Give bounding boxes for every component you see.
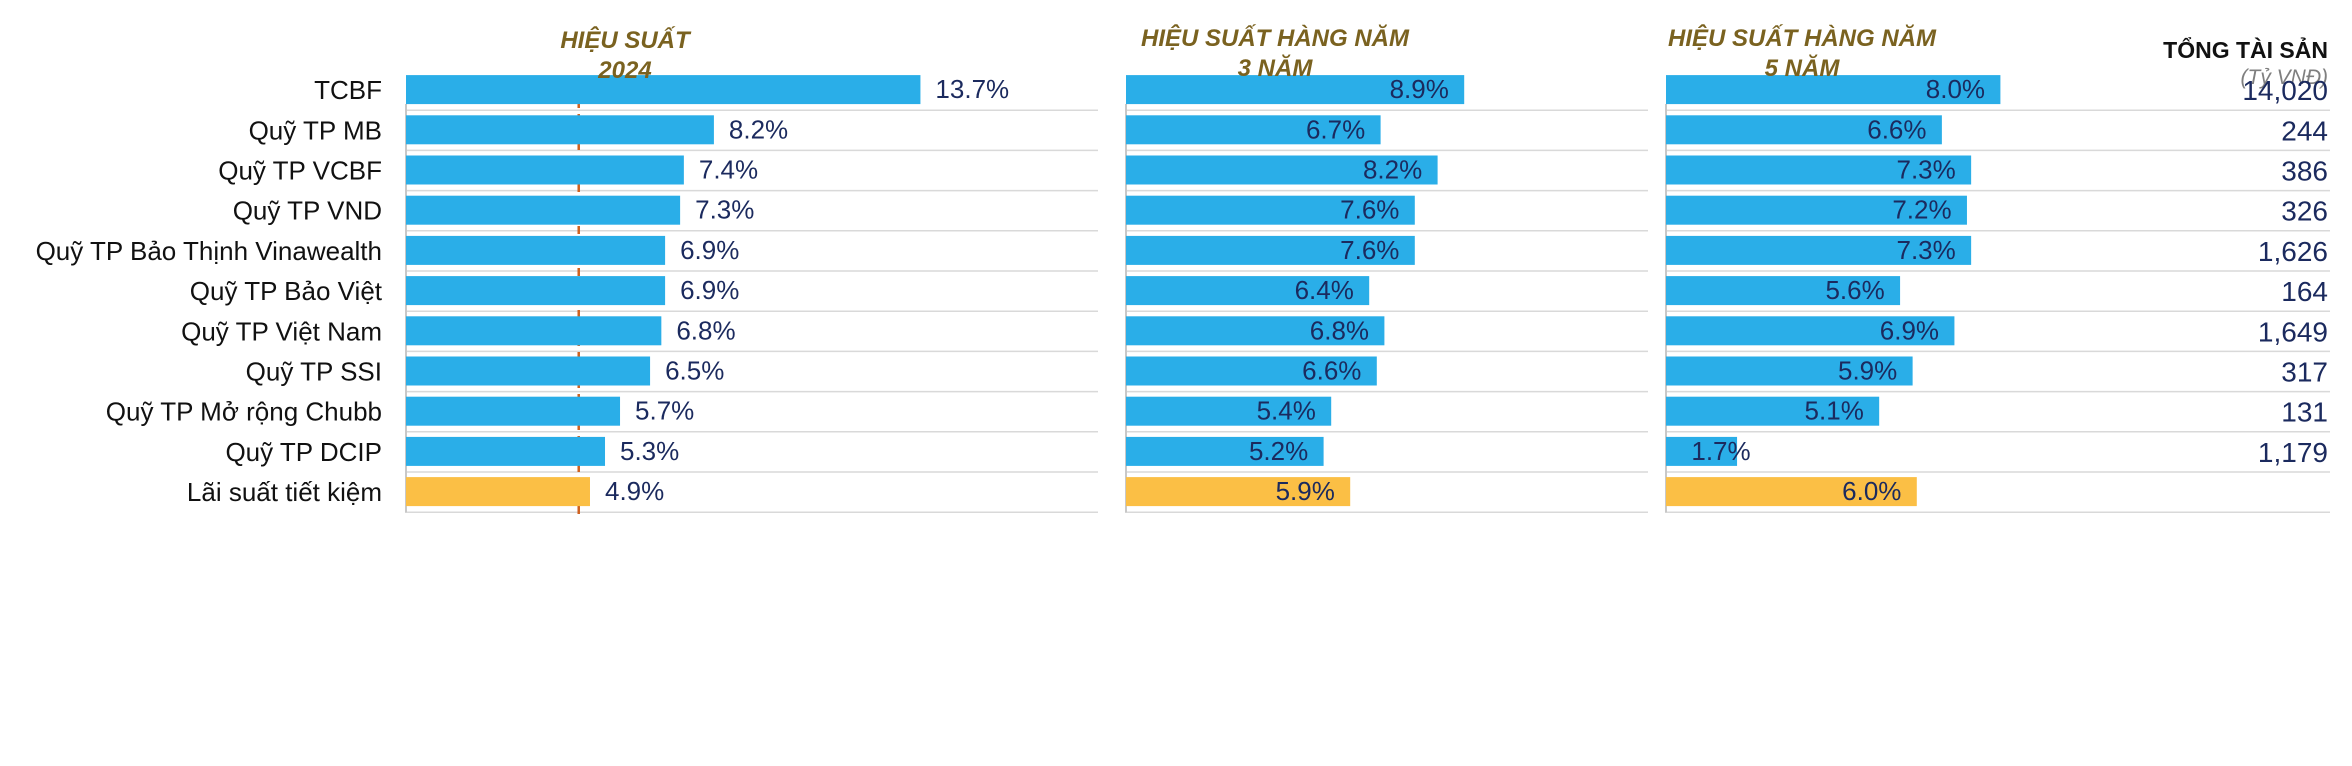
data-label: 5.7%: [635, 396, 694, 426]
bar: [1126, 235, 1415, 265]
aum-value: 131: [2281, 397, 2328, 428]
bar: [406, 436, 606, 466]
data-label: 4.9%: [605, 476, 664, 506]
bars-layer: [406, 75, 2001, 507]
data-label: 5.6%: [1825, 275, 1884, 305]
bar: [1666, 276, 1901, 306]
aum-value: 164: [2281, 276, 2328, 307]
data-label: 7.6%: [1340, 195, 1399, 225]
bar: [406, 75, 921, 105]
bar: [1666, 436, 1738, 466]
bar: [1126, 195, 1415, 225]
bar: [406, 195, 681, 225]
grid-layer: [405, 100, 2330, 515]
text-layer: HIỆU SUẤT 2024 HIỆU SUẤT HÀNG NĂM 3 NĂM …: [36, 24, 2328, 507]
data-label: 7.3%: [1897, 155, 1956, 185]
bar: [406, 356, 651, 386]
data-label: 6.4%: [1295, 275, 1354, 305]
data-label: 5.9%: [1838, 356, 1897, 386]
aum-value: 1,649: [2258, 316, 2328, 347]
data-label: 6.7%: [1306, 114, 1365, 144]
data-label: 13.7%: [935, 74, 1009, 104]
data-label: 6.5%: [665, 356, 724, 386]
bar: [1666, 195, 1967, 225]
data-label: 8.2%: [729, 114, 788, 144]
aum-value: 1,626: [2258, 236, 2328, 267]
bar: [1666, 356, 1913, 386]
bar: [1126, 477, 1351, 507]
data-label: 6.9%: [680, 235, 739, 265]
data-label: 1.7%: [1691, 436, 1750, 466]
data-label: 6.9%: [1880, 315, 1939, 345]
header-col1-line2: 2024: [597, 57, 651, 84]
category-label: Quỹ TP VCBF: [218, 156, 382, 186]
bar: [1666, 235, 1972, 265]
bar: [406, 276, 666, 306]
category-label: Quỹ TP MB: [249, 115, 382, 145]
aum-value: 386: [2281, 156, 2328, 187]
bar: [1126, 155, 1438, 185]
data-label: 5.2%: [1249, 436, 1308, 466]
bar: [1126, 115, 1381, 145]
header-col2-line2: 3 NĂM: [1238, 54, 1314, 82]
data-label: 7.6%: [1340, 235, 1399, 265]
data-label: 6.6%: [1867, 114, 1926, 144]
data-label: 7.2%: [1892, 195, 1951, 225]
data-label: 8.0%: [1926, 74, 1985, 104]
bar: [1666, 396, 1880, 426]
category-label: TCBF: [314, 75, 382, 105]
data-label: 7.3%: [1897, 235, 1956, 265]
data-label: 6.0%: [1842, 476, 1901, 506]
header-aum-unit: (Tỷ VNĐ): [2241, 66, 2329, 89]
category-label: Lãi suất tiết kiệm: [187, 477, 382, 507]
header-aum-title: TỔNG TÀI SẢN: [2163, 35, 2328, 63]
bar: [1666, 316, 1955, 346]
header-col2-line1: HIỆU SUẤT HÀNG NĂM: [1141, 24, 1410, 52]
category-label: Quỹ TP Việt Nam: [181, 316, 382, 346]
bar: [1666, 115, 1942, 145]
category-label: Quỹ TP Bảo Thịnh Vinawealth: [36, 236, 382, 266]
category-label: Quỹ TP DCIP: [225, 437, 382, 467]
header-col3-line1: HIỆU SUẤT HÀNG NĂM: [1668, 24, 1937, 52]
data-label: 8.2%: [1363, 155, 1422, 185]
aum-value: 317: [2281, 357, 2328, 388]
bar: [1126, 316, 1385, 346]
data-label: 5.4%: [1257, 396, 1316, 426]
data-label: 7.4%: [699, 155, 758, 185]
category-label: Quỹ TP VND: [233, 196, 382, 226]
bar: [406, 396, 621, 426]
bar: [1126, 436, 1324, 466]
bar: [1666, 155, 1972, 185]
data-label: 8.9%: [1390, 74, 1449, 104]
aum-value: 1,179: [2258, 437, 2328, 468]
header-col3-line2: 5 NĂM: [1765, 54, 1841, 82]
category-label: Quỹ TP Mở rộng Chubb: [106, 397, 382, 427]
bar: [1666, 75, 2001, 105]
aum-value: 244: [2281, 115, 2328, 146]
data-label: 7.3%: [695, 195, 754, 225]
bar: [406, 155, 684, 185]
data-label: 6.8%: [1310, 315, 1369, 345]
bar: [1126, 276, 1370, 306]
bar: [1126, 396, 1332, 426]
bar: [406, 115, 714, 145]
data-label: 5.1%: [1805, 396, 1864, 426]
data-label: 5.3%: [620, 436, 679, 466]
data-label: 6.6%: [1302, 356, 1361, 386]
bar: [406, 316, 662, 346]
category-label: Quỹ TP SSI: [246, 357, 382, 387]
aum-value: 326: [2281, 196, 2328, 227]
data-label: 6.8%: [676, 315, 735, 345]
bar: [406, 235, 666, 265]
bar: [406, 477, 590, 507]
category-label: Quỹ TP Bảo Việt: [190, 276, 383, 306]
data-label: 6.9%: [680, 275, 739, 305]
header-col1-line1: HIỆU SUẤT: [560, 26, 692, 54]
bar: [1126, 75, 1465, 105]
aum-value: 14,020: [2242, 75, 2328, 106]
bar: [1666, 477, 1917, 507]
data-label: 5.9%: [1276, 476, 1335, 506]
bar: [1126, 356, 1377, 386]
